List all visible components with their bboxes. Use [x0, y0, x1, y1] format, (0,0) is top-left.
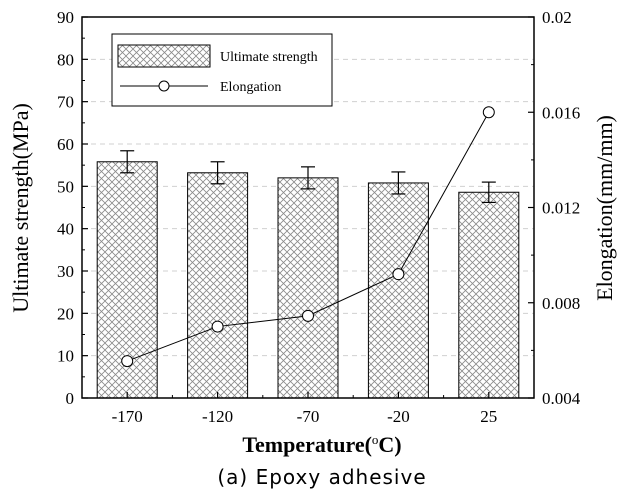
y-tick-label: 10 — [57, 347, 74, 366]
line-series — [121, 106, 495, 368]
elongation-point--170 — [121, 355, 134, 368]
x-tick-label: -70 — [297, 407, 320, 426]
legend-swatch-bar — [117, 44, 211, 68]
y-tick-label: 40 — [57, 220, 74, 239]
error-bar--70 — [301, 166, 315, 190]
legend-label-strength: Ultimate strength — [220, 50, 318, 65]
error-bar--170 — [120, 150, 135, 174]
legend-swatch-marker — [158, 80, 170, 92]
y-tick-label: 50 — [57, 177, 74, 196]
y2-tick-label: 0.02 — [542, 8, 572, 27]
y-tick-label: 60 — [57, 135, 74, 154]
bar--120 — [187, 172, 249, 399]
error-bar--120 — [210, 161, 225, 185]
elongation-point--70 — [302, 309, 314, 322]
y-tick-label: 90 — [57, 8, 74, 27]
y-tick-label: 80 — [57, 50, 74, 69]
y-axis-title: Ultimate strength(MPa) — [8, 103, 33, 313]
axis-ticks: 0 10 20 30 40 50 60 70 80 90 0.004 0.008 0.012 0.016 0… — [57, 8, 581, 426]
x-tick-label: -120 — [202, 407, 233, 426]
bar--70 — [277, 177, 339, 399]
error-bar--20 — [391, 171, 406, 195]
bar--20 — [367, 182, 429, 399]
figure-caption: (a) Epoxy adhesive — [217, 465, 426, 489]
elongation-point-25 — [482, 106, 495, 119]
legend-label-elongation: Elongation — [220, 80, 281, 95]
x-axis-title: Temperature(oC) — [242, 432, 401, 457]
x-tick-label: 25 — [480, 407, 497, 426]
elongation-point--20 — [392, 268, 405, 281]
x-tick-label: -20 — [387, 407, 410, 426]
elongation-point--120 — [211, 320, 224, 333]
bar-25 — [458, 191, 520, 399]
y2-tick-label: 0.008 — [542, 294, 580, 313]
y-tick-label: 70 — [57, 93, 74, 112]
x-tick-label: -170 — [112, 407, 143, 426]
y-tick-label: 0 — [66, 389, 75, 408]
error-bar-25 — [481, 181, 496, 204]
y2-tick-label: 0.016 — [542, 103, 580, 122]
y2-tick-label: 0.012 — [542, 199, 580, 218]
y2-axis-title: Elongation(mm/mm) — [592, 115, 617, 301]
y-tick-label: 20 — [57, 304, 74, 323]
error-bars — [120, 150, 496, 204]
y2-tick-label: 0.004 — [542, 389, 581, 408]
y-tick-label: 30 — [57, 262, 74, 281]
bar-series — [96, 161, 520, 399]
legend: Ultimate strength Elongation — [111, 33, 333, 107]
